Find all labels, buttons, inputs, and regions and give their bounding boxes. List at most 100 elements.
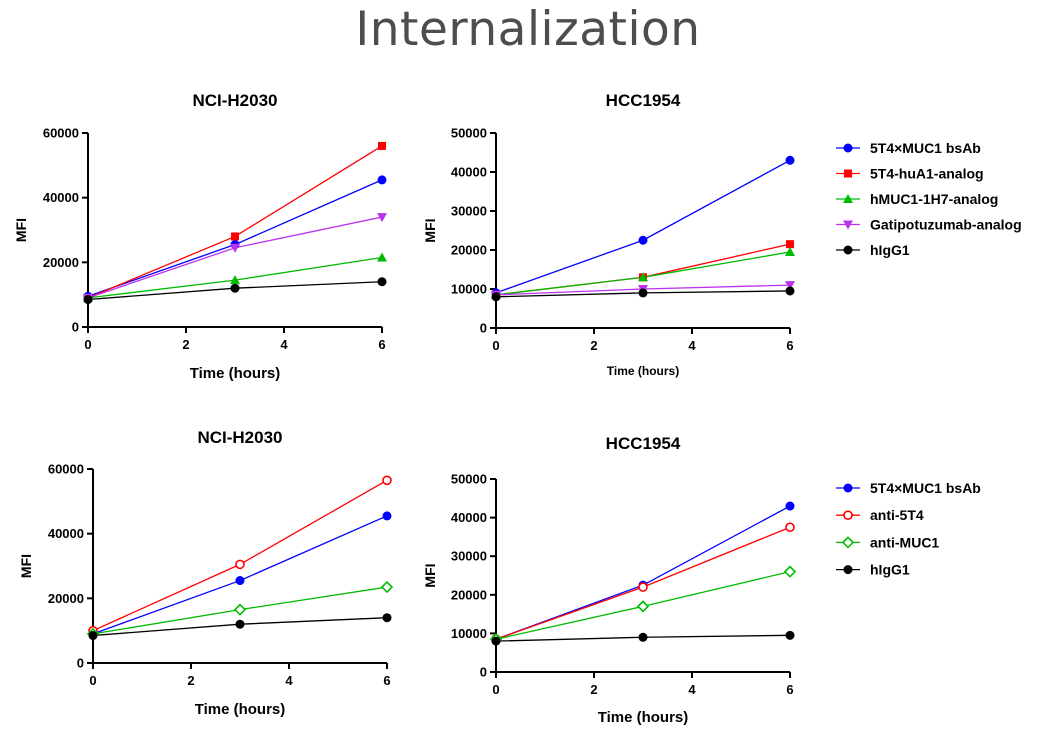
y-tick-label: 40000 bbox=[451, 165, 487, 180]
x-tick-label: 6 bbox=[378, 337, 385, 352]
legend-marker bbox=[843, 483, 853, 493]
legend-item: hIgG1 bbox=[836, 242, 910, 258]
legend-label: 5T4×MUC1 bsAb bbox=[870, 140, 981, 156]
x-tick-label: 2 bbox=[590, 682, 597, 697]
x-tick-label: 6 bbox=[383, 673, 390, 688]
x-tick-label: 4 bbox=[688, 682, 696, 697]
data-point bbox=[230, 283, 240, 293]
data-point bbox=[235, 576, 245, 586]
y-tick-label: 50000 bbox=[451, 126, 487, 141]
data-point bbox=[638, 288, 648, 298]
y-tick-label: 30000 bbox=[451, 549, 487, 564]
legend-item: anti-5T4 bbox=[836, 507, 924, 523]
x-tick-label: 0 bbox=[89, 673, 96, 688]
chart-title: HCC1954 bbox=[606, 434, 681, 453]
x-tick-label: 4 bbox=[688, 338, 696, 353]
x-tick-label: 6 bbox=[786, 682, 793, 697]
y-tick-label: 40000 bbox=[451, 510, 487, 525]
x-tick-label: 4 bbox=[280, 337, 288, 352]
x-axis-label: Time (hours) bbox=[598, 709, 689, 726]
chart-title: NCI-H2030 bbox=[197, 428, 282, 447]
x-tick-label: 0 bbox=[492, 682, 499, 697]
legend-item: hMUC1-1H7-analog bbox=[836, 191, 998, 207]
page-title: Internalization bbox=[355, 2, 701, 57]
legend: 5T4×MUC1 bsAb anti-5T4 anti-MUC1 hIgG1 bbox=[836, 480, 981, 578]
chart-title: NCI-H2030 bbox=[192, 91, 277, 110]
series-line-1 bbox=[92, 515, 388, 635]
data-point bbox=[638, 272, 648, 282]
y-tick-label: 40000 bbox=[48, 526, 84, 541]
legend-label: anti-5T4 bbox=[870, 507, 924, 523]
x-axis-label: Time (hours) bbox=[607, 364, 679, 378]
legend-item: Gatipotuzumab-analog bbox=[836, 217, 1022, 233]
chart-panel-2: HCC1954 0 10000 20000 30000 40000 50000 0 2 4 6 Tim… bbox=[422, 91, 1022, 378]
legend-label: hIgG1 bbox=[870, 562, 910, 578]
legend-marker bbox=[843, 143, 853, 153]
data-point bbox=[785, 155, 795, 165]
y-tick-label: 60000 bbox=[48, 462, 84, 477]
data-point bbox=[377, 175, 387, 185]
legend-item: anti-MUC1 bbox=[836, 534, 939, 550]
y-tick-label: 50000 bbox=[451, 472, 487, 487]
x-tick-label: 2 bbox=[187, 673, 194, 688]
data-point bbox=[378, 141, 386, 150]
y-tick-label: 20000 bbox=[451, 587, 487, 602]
data-point bbox=[785, 286, 795, 296]
data-point bbox=[235, 619, 245, 629]
data-point bbox=[785, 522, 795, 533]
y-tick-label: 20000 bbox=[48, 591, 84, 606]
y-axis-label: MFI bbox=[13, 218, 29, 242]
y-tick-label: 0 bbox=[72, 320, 79, 335]
legend-label: hMUC1-1H7-analog bbox=[870, 191, 998, 207]
y-tick-label: 30000 bbox=[451, 204, 487, 219]
data-point bbox=[88, 631, 98, 641]
y-tick-label: 40000 bbox=[43, 190, 79, 205]
legend-item: 5T4-huA1-analog bbox=[836, 166, 984, 182]
legend-marker bbox=[843, 565, 853, 575]
legend-marker bbox=[843, 245, 853, 255]
legend-label: 5T4-huA1-analog bbox=[870, 166, 984, 182]
legend-marker bbox=[843, 194, 853, 203]
x-tick-label: 2 bbox=[590, 338, 597, 353]
x-tick-label: 0 bbox=[492, 338, 499, 353]
data-point bbox=[785, 630, 795, 640]
data-point bbox=[785, 281, 795, 291]
y-axis-label: MFI bbox=[18, 554, 34, 578]
y-tick-label: 20000 bbox=[43, 255, 79, 270]
data-point bbox=[638, 582, 648, 592]
chart-panel-4: HCC1954 0 10000 20000 30000 40000 50000 0 2 4 6 Tim… bbox=[422, 434, 981, 726]
legend-marker bbox=[844, 169, 852, 178]
x-tick-label: 2 bbox=[182, 337, 189, 352]
y-axis-label: MFI bbox=[422, 563, 438, 587]
chart-panel-3: NCI-H2030 0 20000 40000 60000 0 2 4 6 Time (hours… bbox=[18, 428, 394, 718]
y-tick-label: 60000 bbox=[43, 126, 79, 141]
data-point bbox=[786, 240, 794, 249]
series-line-1 bbox=[495, 505, 791, 640]
legend-item: 5T4×MUC1 bsAb bbox=[836, 480, 981, 496]
data-point bbox=[491, 636, 501, 646]
data-point bbox=[380, 580, 394, 594]
data-point bbox=[636, 600, 650, 613]
x-tick-label: 0 bbox=[84, 337, 91, 352]
data-point bbox=[491, 292, 501, 302]
y-tick-label: 10000 bbox=[451, 626, 487, 641]
x-axis-label: Time (hours) bbox=[190, 365, 281, 382]
data-point bbox=[638, 632, 648, 642]
data-point bbox=[233, 603, 247, 616]
y-tick-label: 0 bbox=[480, 321, 487, 336]
data-point bbox=[377, 213, 387, 223]
legend-marker bbox=[843, 510, 853, 521]
legend-item: hIgG1 bbox=[836, 562, 910, 578]
x-axis-label: Time (hours) bbox=[195, 701, 286, 718]
series-line-2 bbox=[87, 145, 383, 299]
data-point bbox=[83, 295, 93, 305]
chart-title: HCC1954 bbox=[606, 91, 681, 110]
data-point bbox=[235, 559, 245, 570]
data-point bbox=[382, 475, 392, 486]
legend-marker bbox=[841, 536, 855, 549]
legend-marker bbox=[843, 220, 853, 230]
x-tick-label: 6 bbox=[786, 338, 793, 353]
data-point bbox=[231, 232, 239, 241]
legend: 5T4×MUC1 bsAb 5T4-huA1-analog hMUC1-1H7-an… bbox=[836, 140, 1022, 258]
